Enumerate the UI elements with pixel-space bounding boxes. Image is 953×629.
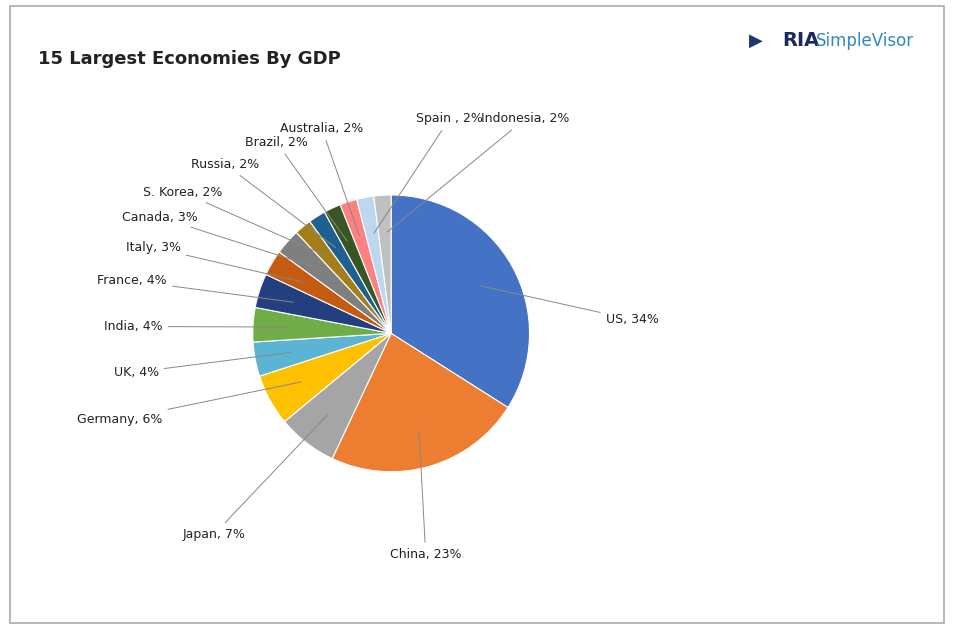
Text: ▶: ▶ <box>748 32 762 50</box>
Text: Germany, 6%: Germany, 6% <box>77 382 301 426</box>
Wedge shape <box>279 233 391 333</box>
Wedge shape <box>324 204 391 333</box>
Text: S. Korea, 2%: S. Korea, 2% <box>143 186 325 255</box>
Text: Russia, 2%: Russia, 2% <box>192 158 335 248</box>
Text: Brazil, 2%: Brazil, 2% <box>245 136 347 241</box>
Text: Canada, 3%: Canada, 3% <box>122 211 314 267</box>
Wedge shape <box>374 195 391 333</box>
Wedge shape <box>266 252 391 333</box>
Wedge shape <box>356 196 391 333</box>
Wedge shape <box>253 308 391 342</box>
Wedge shape <box>332 333 507 472</box>
Text: Australia, 2%: Australia, 2% <box>280 122 363 236</box>
Text: 15 Largest Economies By GDP: 15 Largest Economies By GDP <box>38 50 340 69</box>
Text: SimpleVisor: SimpleVisor <box>815 32 913 50</box>
Text: China, 23%: China, 23% <box>390 432 461 561</box>
Text: Italy, 3%: Italy, 3% <box>126 241 302 282</box>
Wedge shape <box>340 199 391 333</box>
Text: France, 4%: France, 4% <box>97 274 294 302</box>
Text: RIA: RIA <box>781 31 819 50</box>
Wedge shape <box>310 212 391 333</box>
Wedge shape <box>253 333 391 376</box>
Wedge shape <box>296 221 391 333</box>
Wedge shape <box>391 195 529 408</box>
Text: Indonesia, 2%: Indonesia, 2% <box>387 113 569 232</box>
Text: Spain , 2%: Spain , 2% <box>374 113 482 233</box>
Wedge shape <box>259 333 391 421</box>
Text: Japan, 7%: Japan, 7% <box>183 414 328 540</box>
Text: UK, 4%: UK, 4% <box>113 352 291 379</box>
Text: US, 34%: US, 34% <box>480 286 658 326</box>
Wedge shape <box>284 333 391 459</box>
Text: India, 4%: India, 4% <box>104 320 289 333</box>
Wedge shape <box>255 274 391 333</box>
